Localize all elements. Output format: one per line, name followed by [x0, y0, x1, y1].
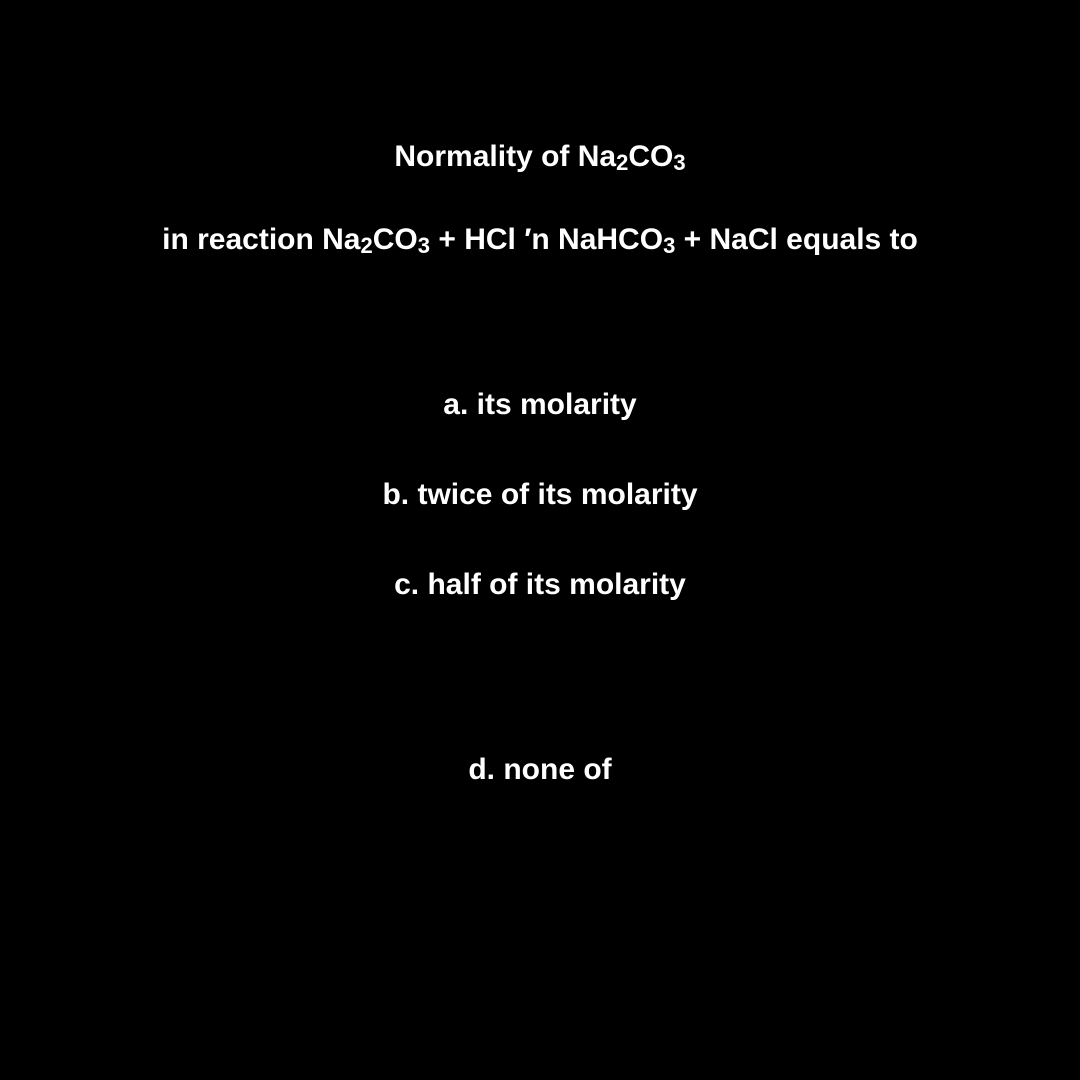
- question-reaction: in reaction Na2CO3 + HCl ′n NaHCO3 + NaC…: [0, 223, 1080, 257]
- title-sub1: 2: [616, 150, 628, 175]
- title-text-mid: CO: [628, 140, 673, 173]
- question-title: Normality of Na2CO3: [0, 140, 1080, 174]
- reaction-s2: 3: [418, 233, 430, 258]
- reaction-s1: 2: [361, 233, 373, 258]
- reaction-t4: + NaCl equals to: [675, 223, 918, 256]
- title-text-pre: Normality of Na: [394, 140, 616, 173]
- option-d: d. none of: [0, 753, 1080, 787]
- question-slide: Normality of Na2CO3 in reaction Na2CO3 +…: [0, 0, 1080, 1080]
- title-sub2: 3: [673, 150, 685, 175]
- reaction-t2: CO: [373, 223, 418, 256]
- option-b: b. twice of its molarity: [0, 478, 1080, 512]
- reaction-t1: in reaction Na: [162, 223, 360, 256]
- reaction-t3: + HCl ′n NaHCO: [430, 223, 663, 256]
- option-a: a. its molarity: [0, 388, 1080, 422]
- reaction-s3: 3: [663, 233, 675, 258]
- option-c: c. half of its molarity: [0, 568, 1080, 602]
